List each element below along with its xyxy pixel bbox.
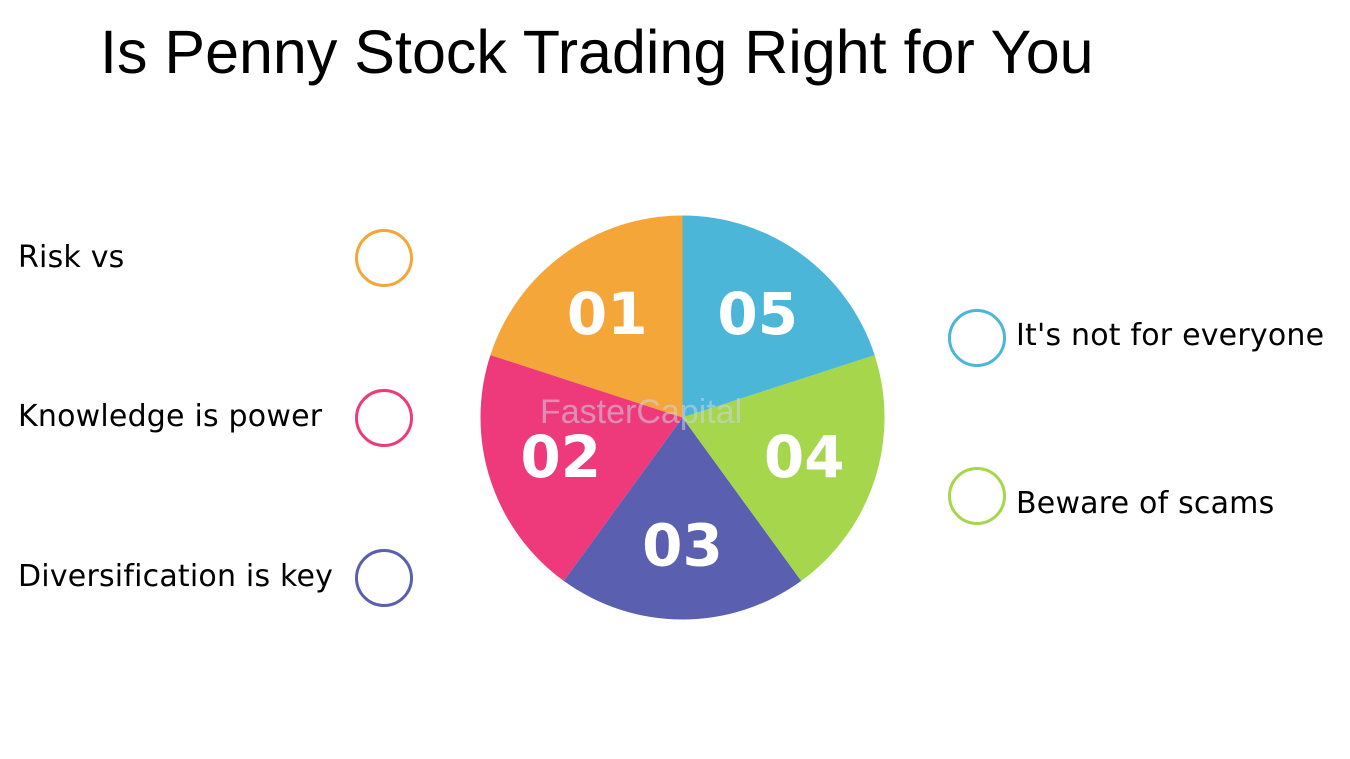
pie-slices [480, 215, 885, 620]
item-ring-purple-icon [355, 549, 413, 607]
item-ring-green-icon [948, 467, 1006, 525]
pie-wheel: FasterCapital 01 02 03 04 05 [480, 215, 885, 620]
watermark-text: FasterCapital [540, 393, 742, 431]
pie-slice-03 [563, 417, 802, 620]
pie-slice-number-04: 04 [764, 423, 845, 491]
item-label-diversification: Diversification is key [18, 559, 334, 594]
item-label-not-for-everyone: It's not for everyone [1016, 318, 1325, 353]
pie-slice-number-02: 02 [520, 423, 601, 491]
item-label-knowledge: Knowledge is power [18, 399, 323, 434]
item-label-risk: Risk vs [18, 240, 125, 275]
pie-slice-02 [480, 355, 683, 581]
item-ring-orange-icon [355, 229, 413, 287]
pie-numbers: 01 02 03 04 05 [520, 280, 844, 580]
pie-slice-04 [682, 355, 885, 581]
pie-slice-number-03: 03 [642, 512, 723, 580]
item-ring-pink-icon [355, 389, 413, 447]
pie-slice-number-01: 01 [567, 280, 648, 348]
page-title: Is Penny Stock Trading Right for You [100, 18, 1094, 86]
item-label-beware-scams: Beware of scams [1016, 486, 1275, 521]
pie-slice-number-05: 05 [717, 280, 798, 348]
item-ring-blue-icon [948, 309, 1006, 367]
pie-slice-01 [490, 215, 683, 418]
pie-slice-05 [682, 215, 875, 418]
